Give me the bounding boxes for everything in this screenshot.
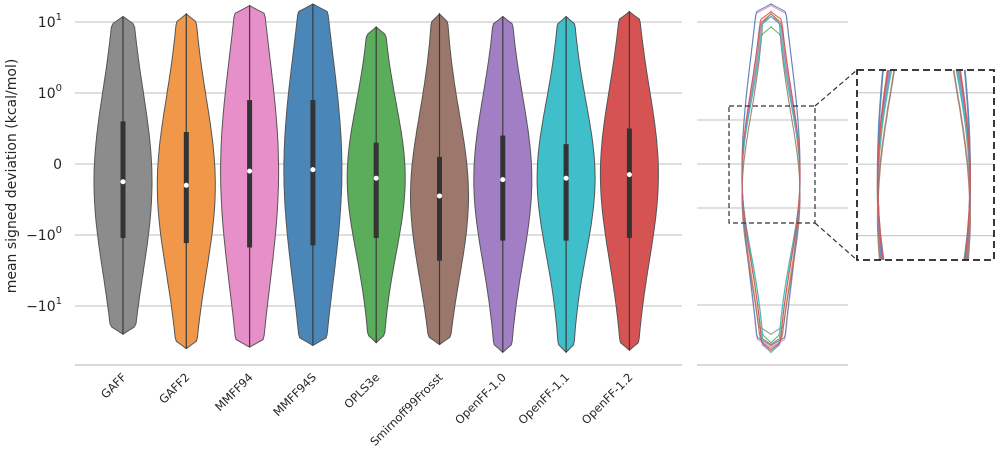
zoom-violin-outline [876,70,971,260]
x-tick-label: GAFF [98,370,129,401]
zoom-connector-top [814,69,858,107]
y-axis-title: mean signed deviation (kcal/mol) [4,59,20,294]
zoom-violin-outline [876,70,971,260]
median-point [183,182,189,188]
x-tick-label: GAFF2 [156,370,192,406]
y-tick-label: −101 [26,296,62,315]
violins [93,3,659,354]
zoom-violin-outline [876,70,971,260]
median-point [120,179,126,185]
median-point [626,172,632,178]
iqr-box [310,100,316,246]
violin-smirnoff99frosst [410,12,469,346]
overlay-violin-outline [741,10,801,352]
y-tick-labels: 101 100 0 −100 −101 [26,12,62,315]
iqr-box [563,144,569,241]
zoom-violin-outline [876,70,971,260]
zoom-region-box [728,105,816,224]
iqr-box [500,135,506,241]
iqr-box [373,142,379,238]
overlay-violin-outline [741,15,801,354]
iqr-box [437,156,442,261]
violin-openff-1.2 [599,10,659,351]
median-point [563,175,569,181]
x-tick-labels: GAFF GAFF2 MMFF94 MMFF94S OPLS3eSmirnoff99Fr… [98,370,636,449]
iqr-box [247,100,253,248]
zoom-content [857,70,994,260]
violin-opls3e [346,25,406,344]
median-point [437,193,442,199]
zoom-connector-bottom [814,222,858,261]
median-point [500,177,506,183]
y-tick-label: 0 [53,157,62,173]
overlay-violin-outline [741,12,801,346]
violin-gaff2 [156,12,216,350]
zoom-frame [856,69,995,261]
overlay-panel [697,3,858,366]
zoom-violin-outline [876,70,971,260]
x-tick-label: MMFF94 [212,370,256,414]
zoom-violin-outline [876,70,971,260]
zoom-violin-outline [876,70,971,260]
iqr-box [626,128,632,238]
median-point [247,168,253,174]
zoom-violin-outline [876,70,971,260]
x-tick-label: OpenFF-1.2 [579,370,636,427]
y-tick-label: −100 [26,225,62,244]
x-tick-label: OpenFF-1.0 [452,370,509,427]
violin-mmff94s [283,3,343,347]
x-tick-label: MMFF94S [270,370,319,419]
violin-openff-1.0 [473,16,533,354]
median-point [310,167,316,173]
violin-openff-1.1 [536,16,596,354]
median-point [373,175,379,181]
overlay-violin-outline [741,25,801,344]
zoom-panel [856,69,995,261]
overlay-violin-outline [741,15,801,354]
y-tick-label: 101 [38,12,62,31]
zoom-violin-outline [876,70,971,260]
violin-gaff [93,15,153,335]
y-tick-label: 100 [38,83,62,102]
x-tick-label: OpenFF-1.1 [515,370,572,427]
violin-mmff94 [220,4,280,348]
x-tick-label: OPLS3e [341,370,382,411]
overlay-violin-outline [741,3,801,347]
overlay-violin-outline [741,12,801,350]
